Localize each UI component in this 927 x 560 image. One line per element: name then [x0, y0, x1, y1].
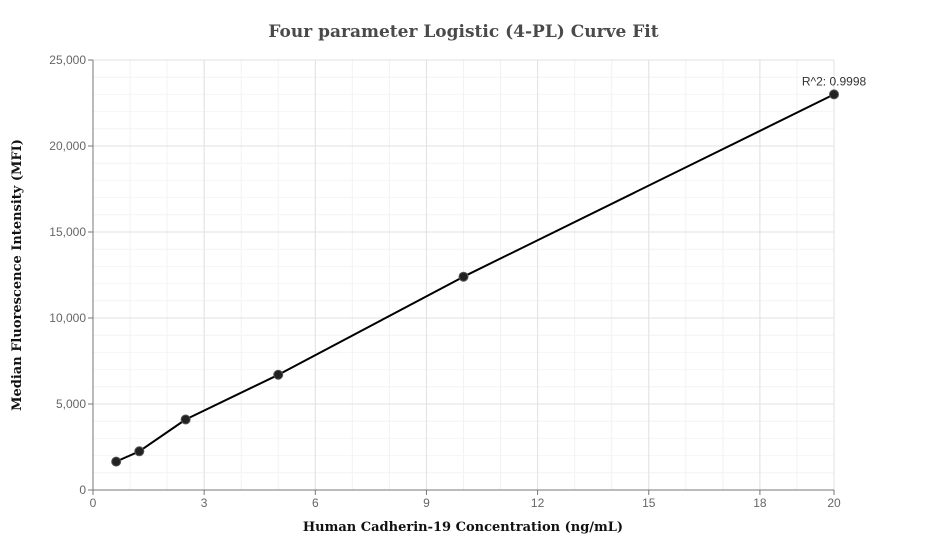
x-tick-label: 9	[423, 496, 430, 510]
y-tick-label: 20,000	[49, 139, 86, 153]
fit-curve-group	[115, 93, 835, 463]
chart-title: Four parameter Logistic (4-PL) Curve Fit	[268, 22, 659, 42]
y-tick-label: 25,000	[49, 53, 86, 67]
r-squared-annotation: R^2: 0.9998	[802, 74, 867, 88]
y-axis-title: Median Fluorescence Intensity (MFI)	[10, 139, 25, 411]
data-point	[180, 414, 191, 425]
data-point	[134, 446, 145, 457]
y-tick-label: 5,000	[56, 397, 86, 411]
data-point	[273, 369, 284, 380]
data-point	[458, 271, 469, 282]
y-tick-label: 0	[79, 483, 86, 497]
x-tick-label: 0	[90, 496, 97, 510]
x-tick-label: 3	[201, 496, 208, 510]
x-tick-label: 18	[753, 496, 767, 510]
annotations: R^2: 0.9998	[802, 74, 867, 88]
data-point	[111, 456, 122, 467]
x-tick-label: 15	[642, 496, 656, 510]
y-tick-label: 10,000	[49, 311, 86, 325]
x-tick-label: 12	[531, 496, 545, 510]
x-axis-title: Human Cadherin-19 Concentration (ng/mL)	[303, 520, 623, 535]
y-tick-label: 15,000	[49, 225, 86, 239]
data-points	[111, 89, 839, 467]
x-tick-label: 20	[827, 496, 841, 510]
x-tick-label: 6	[312, 496, 319, 510]
data-point	[829, 89, 839, 100]
tick-labels: 0 3 6 9 12 15 18 20 0 5,000 10,000 15,000 20,000 25,0…	[49, 53, 841, 510]
fit-curve-line	[115, 93, 835, 463]
axes	[88, 59, 835, 495]
